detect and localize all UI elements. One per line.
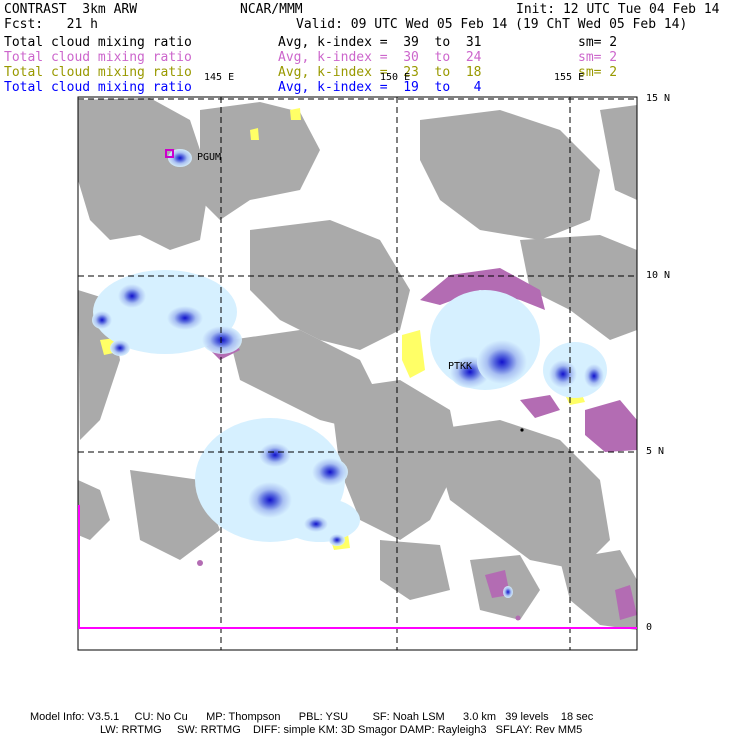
field-stat-3: Avg, k-index = 23 to 18 [278, 65, 482, 80]
field-name-3: Total cloud mixing ratio [4, 65, 192, 80]
station-label-ptkk: PTKK [448, 361, 473, 372]
model-info-line1: Model Info: V3.5.1 CU: No Cu MP: Thompso… [30, 711, 594, 723]
lat-label-10n: 10 N [646, 270, 671, 281]
field-sm-2: sm= 2 [578, 50, 618, 65]
lat-label-5n: 5 N [646, 446, 665, 457]
lon-label-155: 155 E [554, 72, 585, 83]
valid-time: Valid: 09 UTC Wed 05 Feb 14 (19 ChT Wed … [296, 17, 688, 32]
field-sm-1: sm= 2 [578, 35, 618, 50]
field-stat-1: Avg, k-index = 39 to 31 [278, 35, 482, 50]
field-stat-2: Avg, k-index = 30 to 24 [278, 50, 482, 65]
field-sm-3: sm= 2 [578, 65, 618, 80]
forecast-hour: Fcst: 21 h [4, 17, 98, 32]
model-title: CONTRAST 3km ARW [4, 2, 138, 17]
blue-cloud-layer [92, 149, 607, 598]
field-stat-4: Avg, k-index = 19 to 4 [278, 80, 482, 95]
lat-label-15n: 15 N [646, 93, 671, 104]
domain-boundary [78, 505, 637, 629]
station-marker-dot [520, 428, 524, 432]
field-name-4: Total cloud mixing ratio [4, 80, 192, 95]
lat-label-0: 0 [646, 622, 653, 633]
gray-cloud-layer [78, 98, 637, 630]
station-marker-pgum [165, 149, 174, 158]
map-frame [77, 96, 638, 651]
field-name-2: Total cloud mixing ratio [4, 50, 192, 65]
init-time: Init: 12 UTC Tue 04 Feb 14 [516, 2, 720, 17]
lon-label-150: 150 E [380, 72, 411, 83]
station-label-pgum: PGUM [197, 152, 222, 163]
field-name-1: Total cloud mixing ratio [4, 35, 192, 50]
lon-label-145: 145 E [204, 72, 235, 83]
latlon-grid [78, 97, 637, 650]
center-title: NCAR/MMM [240, 2, 303, 17]
model-info-line2: LW: RRTMG SW: RRTMG DIFF: simple KM: 3D … [100, 724, 583, 736]
